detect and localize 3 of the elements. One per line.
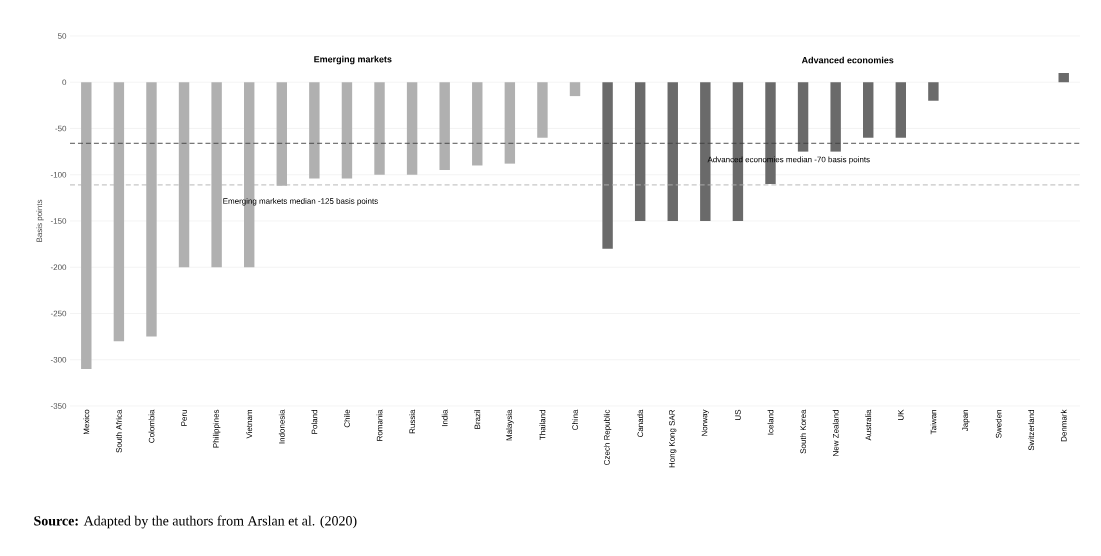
annotation: Advanced economies (801, 56, 894, 64)
annotation: Emerging markets (314, 55, 392, 65)
text: Source: Adapted by the authors from Arslan et al. (2020) (34, 515, 357, 529)
